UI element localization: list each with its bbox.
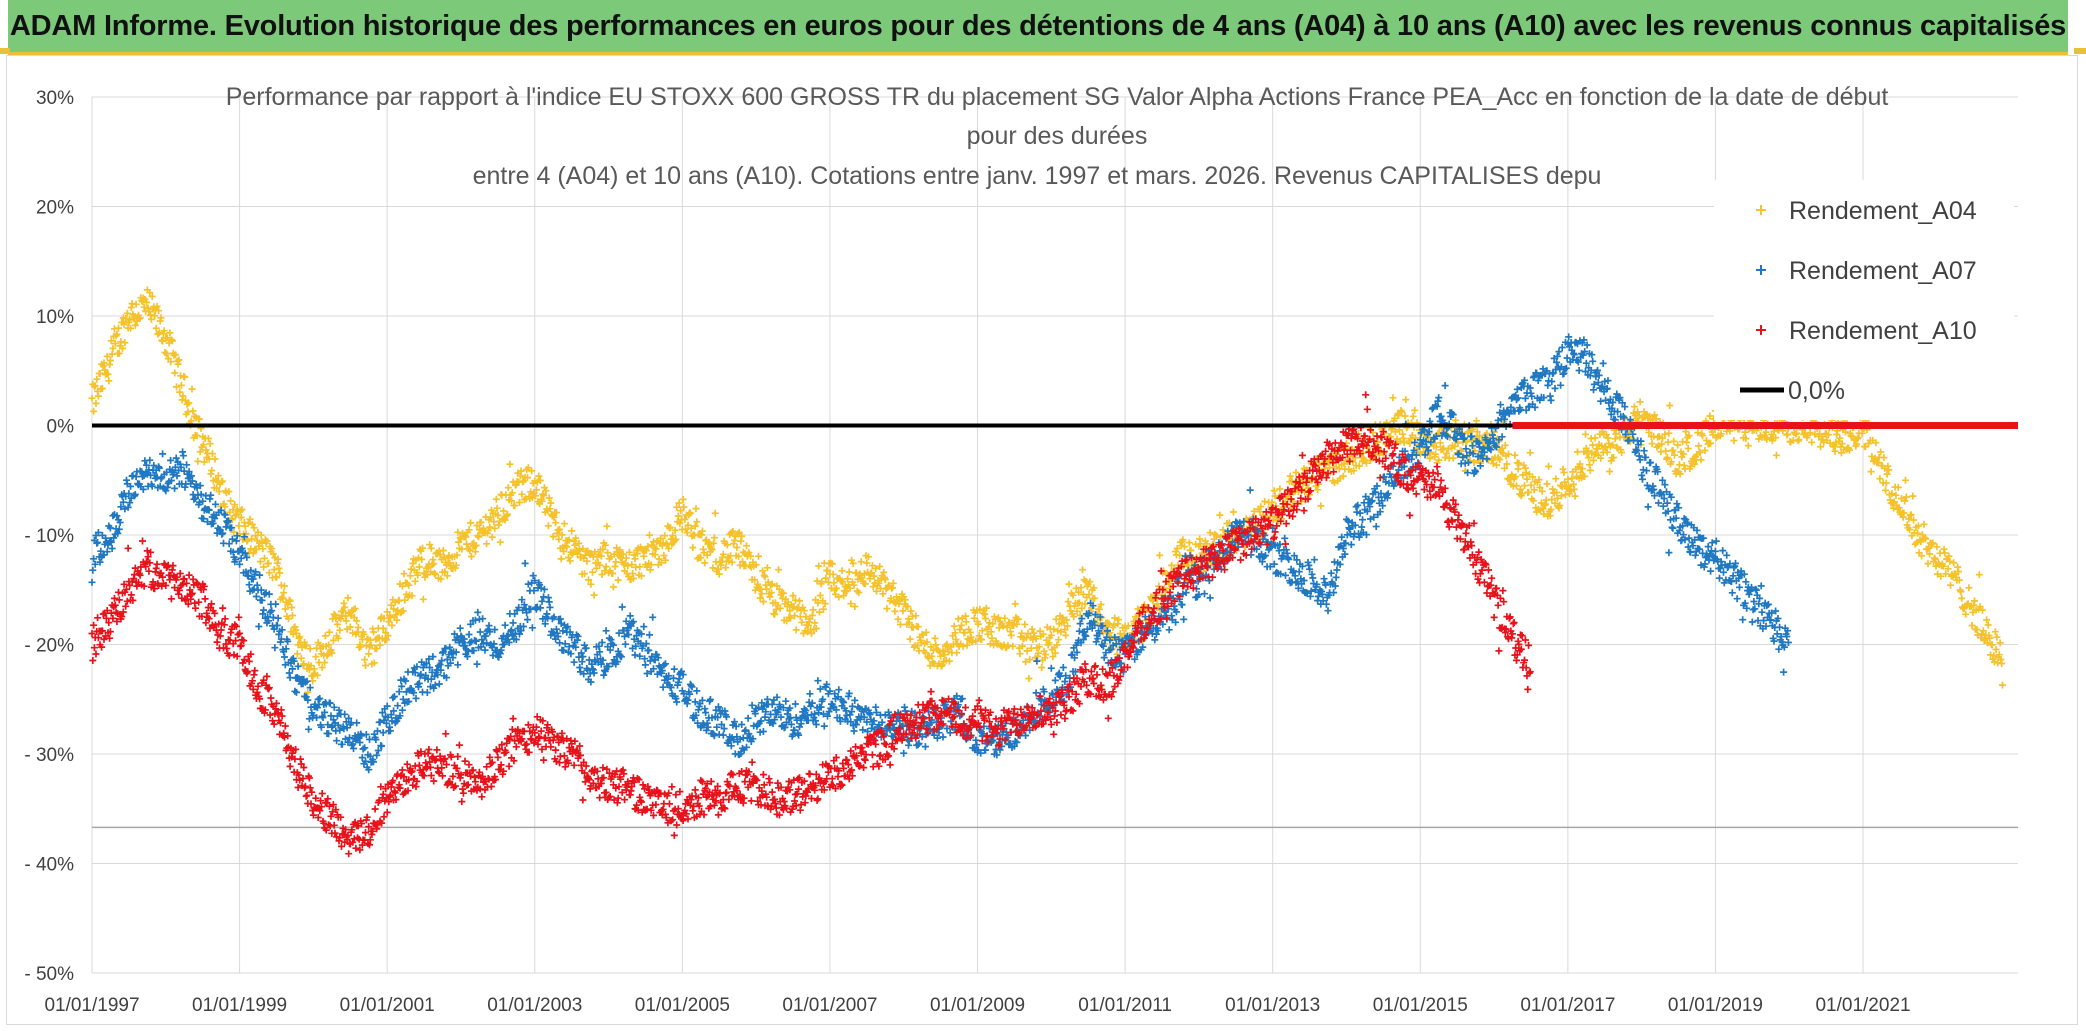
- banner-accent-left: [0, 48, 10, 54]
- x-tick-label: 01/01/2009: [930, 995, 1025, 1016]
- x-tick-label: 01/01/2017: [1520, 995, 1615, 1016]
- y-tick-label: - 10%: [24, 526, 74, 547]
- legend-label: Rendement_A04: [1789, 197, 1977, 225]
- x-tick-label: 01/01/2019: [1668, 995, 1763, 1016]
- x-tick-label: 01/01/2015: [1373, 995, 1468, 1016]
- legend-label: 0,0%: [1788, 377, 1845, 405]
- legend-background: [1714, 180, 2014, 420]
- chart-title-line-3: entre 4 (A04) et 10 ans (A10). Cotations…: [473, 162, 1602, 190]
- y-tick-label: 20%: [36, 198, 74, 219]
- x-tick-label: 01/01/1999: [192, 995, 287, 1016]
- chart-frame: [6, 55, 2078, 1025]
- legend-marker-icon: [1756, 205, 1766, 215]
- chart-title-line-1: Performance par rapport à l'indice EU ST…: [226, 83, 1889, 111]
- banner-accent-right: [2074, 48, 2086, 54]
- legend-label: Rendement_A10: [1789, 317, 1977, 345]
- x-tick-label: 01/01/2003: [487, 995, 582, 1016]
- y-tick-label: - 20%: [24, 636, 74, 657]
- x-tick-label: 01/01/1997: [44, 995, 139, 1016]
- series-markers-Rendement_A10: [88, 391, 1534, 858]
- series-Rendement_A10: [88, 391, 1534, 858]
- legend-label: Rendement_A07: [1789, 257, 1977, 285]
- y-tick-label: - 30%: [24, 745, 74, 766]
- x-tick-label: 01/01/2001: [340, 995, 435, 1016]
- y-tick-label: 30%: [36, 88, 74, 109]
- y-tick-label: 0%: [47, 417, 75, 438]
- x-tick-label: 01/01/2007: [782, 995, 877, 1016]
- banner-title: ADAM Informe. Evolution historique des p…: [8, 0, 2068, 55]
- legend-marker-icon: [1756, 325, 1766, 335]
- y-axis-ticks: 30% 20% 10% 0% - 10% - 20% - 30% - 40% - 50%: [24, 88, 74, 985]
- chart-legend: Rendement_A04 Rendement_A07 Rendement_A10 0…: [1714, 180, 2014, 420]
- x-tick-label: 01/01/2021: [1815, 995, 1910, 1016]
- legend-marker-icon: [1756, 265, 1766, 275]
- y-tick-label: - 40%: [24, 855, 74, 876]
- chart-title-line-2: pour des durées: [967, 122, 1148, 150]
- x-tick-label: 01/01/2013: [1225, 995, 1320, 1016]
- y-tick-label: - 50%: [24, 964, 74, 985]
- x-tick-label: 01/01/2011: [1078, 995, 1172, 1016]
- x-tick-label: 01/01/2005: [635, 995, 730, 1016]
- x-axis-ticks: 01/01/1997 01/01/1999 01/01/2001 01/01/2003…: [44, 995, 1910, 1016]
- series-layer: [88, 286, 2006, 858]
- chart-title: Performance par rapport à l'indice EU ST…: [226, 83, 1889, 190]
- y-tick-label: 10%: [36, 307, 74, 328]
